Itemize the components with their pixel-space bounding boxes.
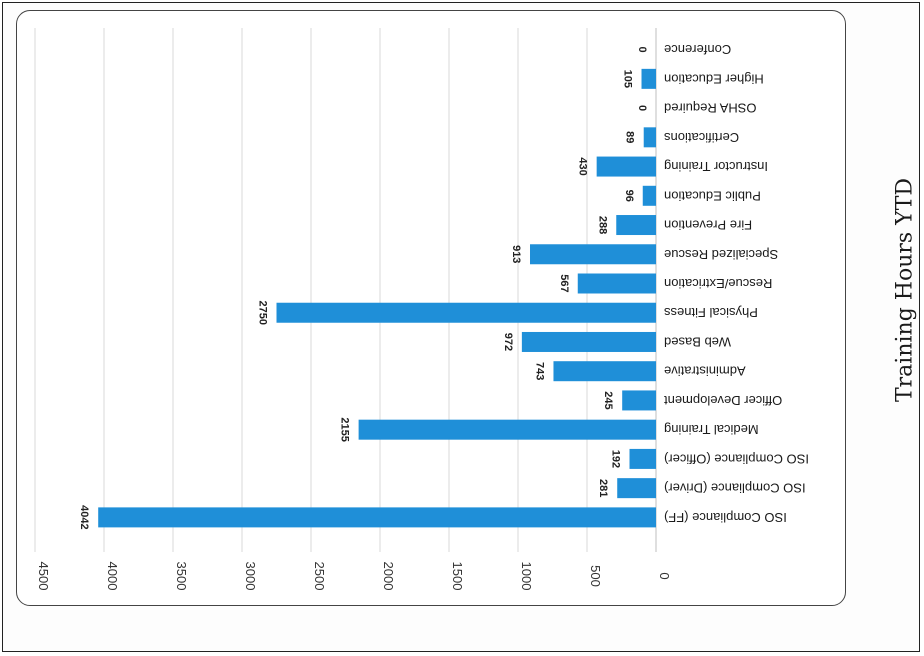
bar — [530, 244, 656, 265]
bar — [553, 361, 656, 382]
category-label: ISO Compliance (FF) — [664, 510, 787, 525]
data-label: 2155 — [339, 417, 351, 441]
data-label: 192 — [610, 450, 622, 468]
category-label: Public Education — [664, 188, 761, 203]
bar — [577, 273, 656, 294]
data-label: 430 — [577, 157, 589, 175]
bar — [622, 390, 656, 411]
data-label: 0 — [636, 47, 648, 53]
data-label: 4042 — [78, 505, 90, 529]
category-label: Fire Prevention — [664, 218, 752, 233]
bar — [276, 302, 656, 323]
data-label: 245 — [602, 391, 614, 409]
data-label: 89 — [624, 131, 636, 143]
category-label: Physical Fitness — [664, 305, 758, 320]
category-label: ISO Compliance (Officer) — [664, 451, 809, 466]
x-tick-label: 3000 — [243, 562, 258, 591]
category-label: Instructor Training — [664, 159, 768, 174]
category-label: Conference — [664, 42, 731, 57]
data-label: 105 — [622, 70, 634, 88]
category-label: Web Based — [664, 334, 731, 349]
bar — [629, 448, 656, 469]
bar — [641, 68, 656, 89]
category-label: OSHA Required — [664, 101, 757, 116]
x-tick-label: 3500 — [174, 562, 189, 591]
category-label: ISO Compliance (Driver) — [664, 481, 806, 496]
category-label: Medical Training — [664, 422, 759, 437]
x-tick-label: 500 — [588, 565, 603, 587]
bar — [358, 419, 656, 440]
x-tick-label: 4000 — [105, 562, 120, 591]
bar — [617, 478, 656, 499]
data-label: 96 — [623, 190, 635, 202]
category-label: Rescue/Extrication — [664, 276, 772, 291]
data-label: 972 — [502, 333, 514, 351]
x-tick-label: 2000 — [381, 562, 396, 591]
x-tick-label: 4500 — [36, 562, 51, 591]
category-label: Higher Education — [664, 71, 764, 86]
category-label: Administrative — [664, 364, 746, 379]
bar — [642, 185, 656, 206]
data-label: 288 — [596, 216, 608, 234]
bar — [643, 127, 656, 148]
bar — [616, 215, 656, 236]
x-tick-label: 2500 — [312, 562, 327, 591]
bar — [596, 156, 656, 177]
x-tick-label: 0 — [657, 572, 672, 579]
data-label: 0 — [636, 105, 648, 111]
bar — [521, 331, 656, 352]
x-tick-label: 1000 — [519, 562, 534, 591]
category-label: Certifications — [664, 130, 740, 145]
chart-title: Training Hours YTD — [892, 177, 918, 403]
category-label: Officer Development — [664, 393, 783, 408]
x-tick-label: 1500 — [450, 562, 465, 591]
data-label: 567 — [558, 274, 570, 292]
data-label: 913 — [510, 245, 522, 263]
category-label: Specialized Rescue — [664, 247, 778, 262]
bar — [98, 507, 657, 528]
data-label: 2750 — [257, 300, 269, 324]
data-label: 281 — [597, 479, 609, 497]
data-label: 743 — [533, 362, 545, 380]
